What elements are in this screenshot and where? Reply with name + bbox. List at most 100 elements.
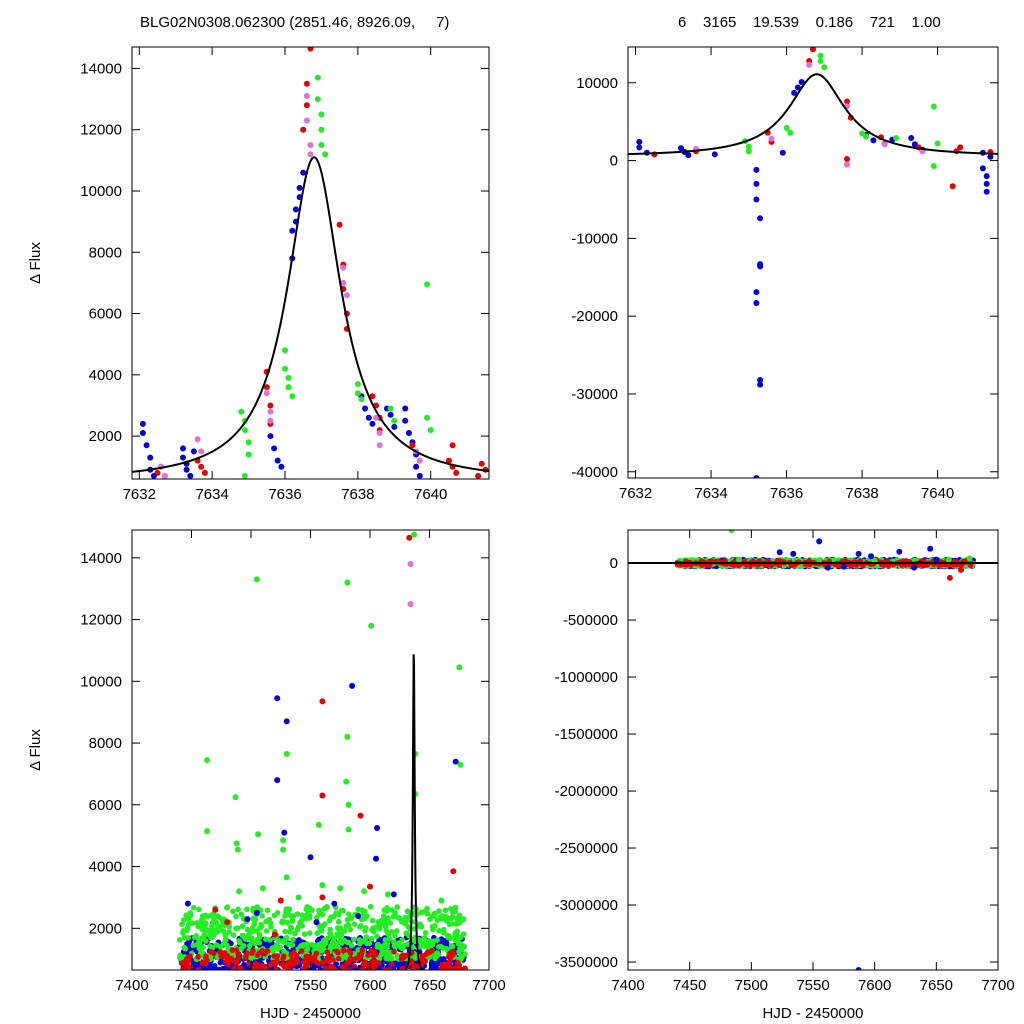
- data-point-green: [427, 427, 434, 433]
- band-point-red: [323, 967, 329, 970]
- band-point-green: [259, 913, 265, 919]
- data-point-blue: [190, 448, 197, 455]
- data-point-blue: [274, 457, 281, 464]
- data-point-green: [930, 163, 937, 169]
- band-point-green: [351, 936, 357, 943]
- band-point-green: [263, 928, 270, 934]
- band-point-green: [378, 944, 384, 950]
- y-tick-label: -10000: [571, 230, 618, 247]
- data-point-green: [966, 555, 973, 562]
- data-point-green: [314, 74, 321, 81]
- band-point-green: [290, 936, 296, 943]
- data-point-green: [783, 124, 790, 131]
- y-tick-label: -2500000: [555, 840, 618, 857]
- band-point-green: [186, 921, 192, 927]
- band-point-green: [193, 932, 199, 939]
- plot-frame: [131, 46, 490, 480]
- y-tick-label: 2000: [89, 920, 122, 937]
- data-point-green: [259, 885, 266, 892]
- band-point-green: [179, 921, 185, 927]
- band-point-red: [381, 966, 387, 970]
- y-tick-label: -20000: [571, 308, 618, 325]
- y-tick-label: 10000: [80, 673, 122, 690]
- band-point-green: [360, 938, 366, 945]
- band-point-green: [434, 951, 440, 957]
- y-tick-label: -3500000: [555, 954, 618, 971]
- band-point-red: [195, 966, 202, 970]
- band-point-green: [306, 930, 313, 936]
- data-point-red: [844, 98, 850, 105]
- band-point-red: [229, 947, 236, 953]
- data-point-blue: [180, 454, 186, 461]
- data-point-blue: [274, 695, 281, 702]
- band-point-blue: [217, 959, 224, 966]
- band-point-red: [360, 966, 367, 970]
- data-point-blue: [824, 564, 831, 571]
- band-point-green: [422, 908, 428, 915]
- band-point-red: [185, 958, 192, 965]
- data-point-blue: [313, 919, 320, 926]
- band-point-red: [279, 961, 286, 968]
- band-point-green: [392, 910, 398, 916]
- band-point-green: [402, 914, 409, 921]
- data-point-green: [358, 396, 365, 403]
- data-point-green: [245, 439, 252, 446]
- band-point-green: [194, 941, 201, 948]
- band-point-green: [244, 906, 250, 913]
- data-point-blue: [390, 891, 397, 898]
- data-point-blue: [753, 166, 760, 173]
- band-point-red: [260, 964, 266, 970]
- band-point-green: [450, 909, 456, 916]
- band-point-green: [330, 938, 337, 944]
- band-point-green: [418, 923, 425, 930]
- band-point-green: [428, 939, 434, 946]
- band-point-green: [328, 914, 334, 920]
- x-axis-label: HJD - 2450000: [763, 1005, 864, 1022]
- band-point-green: [343, 923, 350, 929]
- band-point-green: [387, 920, 394, 926]
- band-point-red: [357, 954, 363, 960]
- x-tick-label: 7636: [770, 485, 803, 502]
- band-point-red: [326, 958, 332, 965]
- data-point-blue: [927, 545, 934, 552]
- band-point-green: [366, 940, 373, 947]
- data-point-blue: [711, 151, 718, 158]
- data-point-red: [445, 457, 452, 464]
- data-point-violet: [263, 390, 270, 397]
- data-point-green: [344, 733, 351, 740]
- band-point-red: [217, 949, 223, 955]
- band-point-red: [187, 963, 193, 970]
- data-point-green: [344, 579, 351, 586]
- band-point-red: [286, 959, 292, 966]
- y-tick-label: 4000: [89, 367, 122, 384]
- data-point-red: [336, 221, 343, 228]
- x-tick-label: 7400: [611, 977, 644, 994]
- band-point-green: [316, 944, 323, 950]
- band-point-green: [456, 920, 462, 926]
- data-point-violet: [267, 408, 274, 415]
- data-point-green: [314, 96, 321, 103]
- y-tick-label: 14000: [80, 60, 122, 77]
- data-point-green: [285, 384, 292, 391]
- y-tick-label: 8000: [89, 244, 122, 261]
- band-point-green: [452, 904, 459, 911]
- band-point-green: [279, 938, 286, 944]
- band-point-blue: [207, 965, 214, 970]
- data-point-green: [295, 894, 302, 901]
- data-point-green: [361, 888, 368, 895]
- band-point-green: [436, 908, 442, 914]
- band-point-blue: [269, 966, 275, 970]
- x-tick-label: 7632: [123, 486, 156, 503]
- data-point-violet: [303, 117, 310, 124]
- band-point-red: [398, 956, 405, 963]
- x-tick-label: 7638: [845, 485, 878, 502]
- band-point-red: [373, 951, 379, 958]
- data-point-green: [745, 148, 752, 155]
- band-point-red: [386, 967, 393, 970]
- data-point-blue: [331, 900, 338, 907]
- data-point-blue: [983, 173, 990, 180]
- data-point-green: [345, 826, 352, 833]
- band-point-green: [378, 917, 385, 924]
- band-point-red: [293, 959, 300, 965]
- data-point-blue: [840, 563, 847, 570]
